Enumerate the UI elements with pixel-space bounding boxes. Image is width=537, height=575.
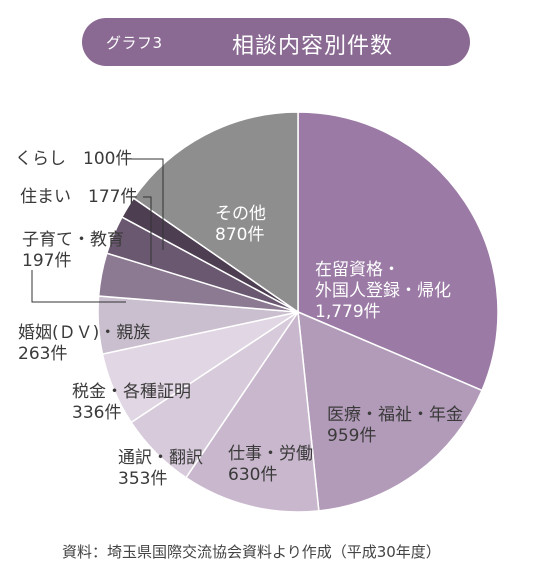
slice-value-zeikin: 336件: [72, 403, 122, 423]
slice-label-zeikin: 税金・各種証明 336件: [72, 382, 191, 424]
slice-label-kosodate: 子育て・教育 197件: [22, 230, 124, 272]
pie-slice-1: [297, 310, 483, 512]
slice-label-zeikin-line1: 税金・各種証明: [72, 382, 191, 402]
slice-label-tsuyaku: 通訳・翻訳 353件: [118, 448, 203, 490]
slice-value-zairyu: 1,779件: [315, 302, 381, 322]
slice-label-konin-line1: 婚姻(ＤＶ)・親族: [18, 323, 151, 343]
slice-label-shigoto: 仕事・労働 630件: [228, 444, 313, 486]
slice-value-shigoto: 630件: [228, 465, 278, 485]
leader-line-sumai: [143, 196, 152, 264]
source-note: 資料：埼玉県国際交流協会資料より作成（平成30年度）: [62, 543, 441, 561]
slice-label-zairyu-line1: 在留資格・: [315, 260, 400, 280]
slice-label-iryo: 医療・福祉・年金 959件: [327, 405, 463, 447]
pie-slice-2: [184, 309, 320, 513]
slice-label-konin: 婚姻(ＤＶ)・親族 263件: [18, 323, 150, 365]
slice-label-zairyu: 在留資格・ 外国人登録・帰化 1,779件: [315, 260, 451, 323]
slice-label-sumai: 住まい 177件: [20, 187, 137, 208]
slice-value-iryo: 959件: [327, 426, 377, 446]
slice-value-kosodate: 197件: [22, 251, 72, 271]
leader-line-kosodate: [31, 270, 126, 303]
slice-value-konin: 263件: [18, 344, 68, 364]
pie-slice-0: [297, 111, 499, 392]
slice-label-kurashi: くらし 100件: [15, 149, 132, 170]
slice-label-sonota: その他 870件: [215, 204, 266, 246]
slice-label-iryo-line1: 医療・福祉・年金: [327, 405, 463, 425]
leader-line-kurashi: [131, 158, 164, 250]
slice-label-sonota-line1: その他: [215, 204, 266, 224]
slice-label-kosodate-line1: 子育て・教育: [22, 230, 124, 250]
slice-label-kurashi-line1: くらし 100件: [15, 149, 133, 169]
slice-label-zairyu-line2: 外国人登録・帰化: [315, 281, 451, 301]
slice-label-shigoto-line1: 仕事・労働: [228, 444, 313, 464]
chart-title-bar: グラフ3 相談内容別件数: [82, 18, 470, 66]
slice-label-sumai-line1: 住まい 177件: [20, 187, 138, 207]
pie-slice-9: [132, 111, 299, 314]
chart-title: 相談内容別件数: [232, 34, 394, 59]
slice-value-tsuyaku: 353件: [118, 469, 168, 489]
slice-label-tsuyaku-line1: 通訳・翻訳: [118, 448, 203, 468]
chart-number: グラフ3: [106, 34, 163, 52]
slice-value-sonota: 870件: [215, 225, 265, 245]
